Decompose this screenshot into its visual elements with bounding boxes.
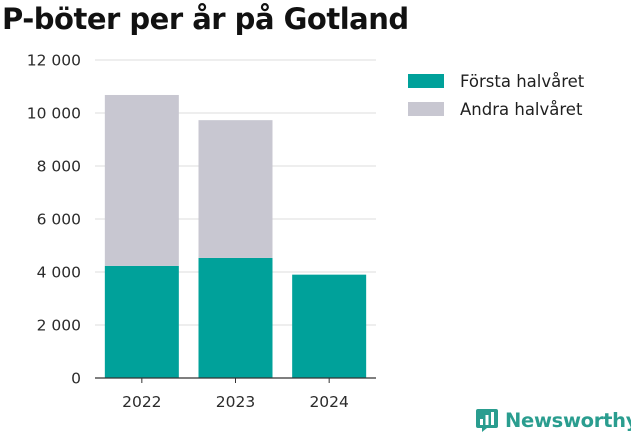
y-tick-label: 0 (71, 370, 81, 388)
x-tick-labels: 2022 2023 2024 (122, 393, 349, 411)
y-tick-label: 4 000 (37, 264, 81, 282)
bars (104, 94, 367, 378)
x-tick-label: 2024 (309, 393, 348, 411)
legend-item-forsta-halvaret: Första halvåret (408, 70, 584, 92)
y-tick-label: 2 000 (37, 317, 81, 335)
bar (104, 265, 179, 378)
legend: Första halvåret Andra halvåret (408, 70, 584, 126)
legend-label-andra-halvaret: Andra halvåret (460, 99, 583, 119)
x-axis (95, 377, 376, 383)
newsworthy-wordmark: Newsworthy (505, 408, 631, 432)
x-tick-label: 2022 (122, 393, 161, 411)
y-tick-label: 6 000 (37, 211, 81, 229)
legend-item-andra-halvaret: Andra halvåret (408, 98, 584, 120)
bar (198, 120, 273, 258)
y-tick-labels: 0 2 000 4 000 6 000 8 000 10 000 12 000 (27, 52, 81, 388)
y-tick-label: 10 000 (27, 105, 81, 123)
y-tick-label: 12 000 (27, 52, 81, 70)
newsworthy-logo: Newsworthy (475, 407, 631, 433)
newsworthy-logo-icon (476, 409, 498, 432)
bar (292, 274, 367, 378)
legend-swatch-forsta-halvaret (408, 74, 444, 88)
x-tick-label: 2023 (216, 393, 255, 411)
legend-label-forsta-halvaret: Första halvåret (460, 71, 585, 91)
bar (198, 257, 273, 378)
y-tick-label: 8 000 (37, 158, 81, 176)
legend-swatch-andra-halvaret (408, 102, 444, 116)
chart-title: P-böter per år på Gotland (2, 2, 409, 36)
bar (104, 94, 179, 266)
